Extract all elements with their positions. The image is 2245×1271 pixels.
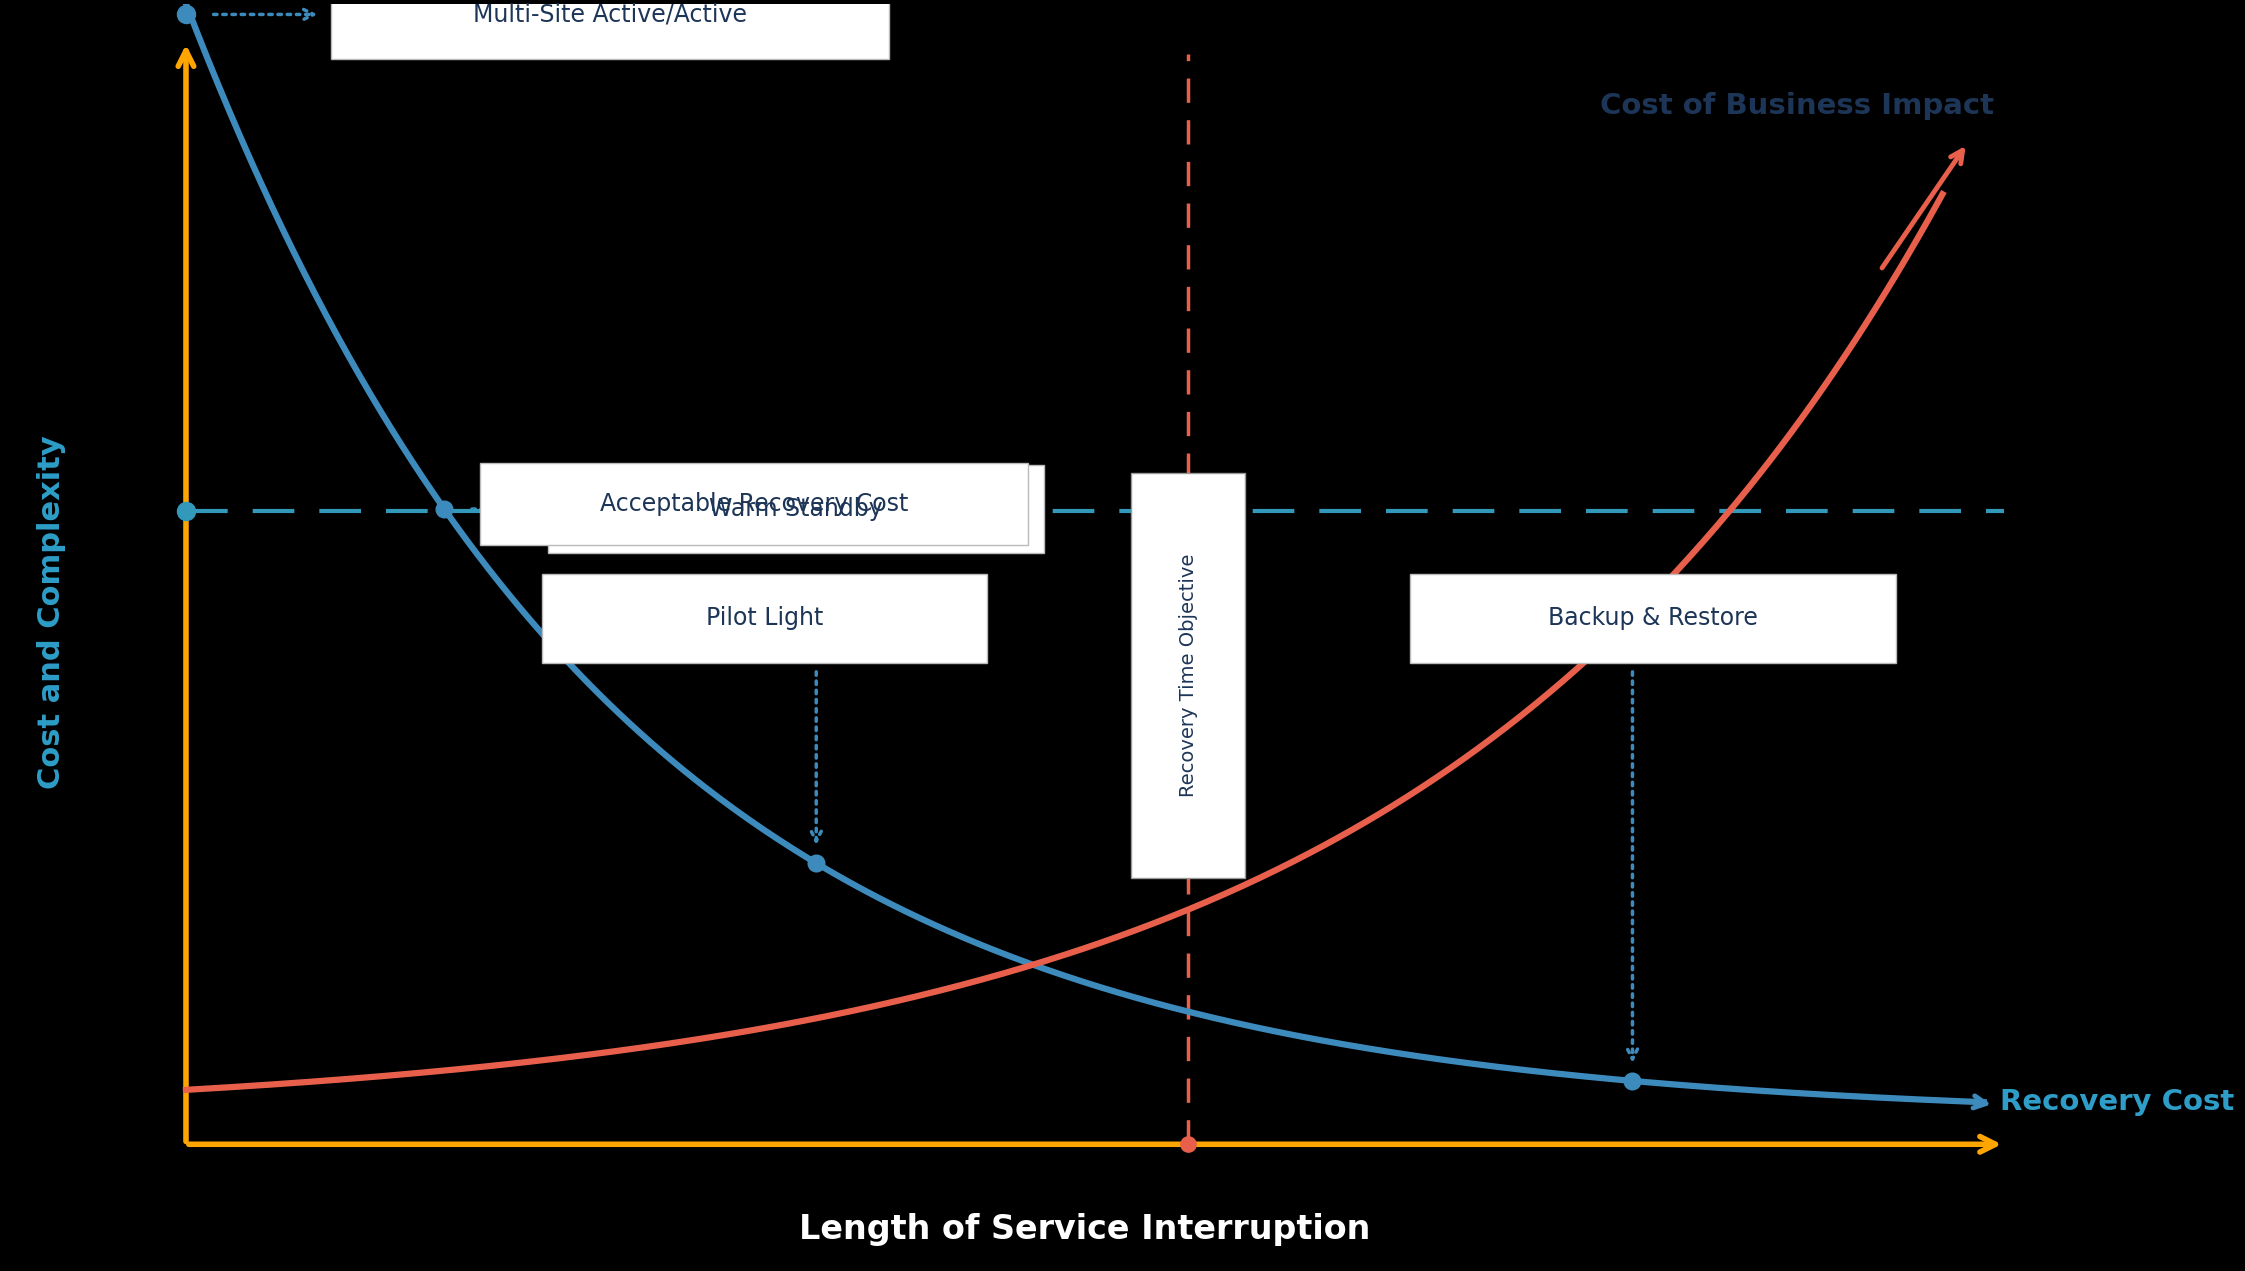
Text: Cost and Complexity: Cost and Complexity <box>38 435 65 789</box>
Text: Length of Service Interruption: Length of Service Interruption <box>799 1213 1369 1246</box>
Text: Backup & Restore: Backup & Restore <box>1549 606 1758 630</box>
Text: Acceptable Recovery Cost: Acceptable Recovery Cost <box>599 492 909 516</box>
FancyBboxPatch shape <box>1131 473 1246 878</box>
Text: Multi-Site Active/Active: Multi-Site Active/Active <box>474 3 748 27</box>
FancyBboxPatch shape <box>548 465 1044 553</box>
FancyBboxPatch shape <box>1410 574 1897 662</box>
Text: Pilot Light: Pilot Light <box>705 606 824 630</box>
FancyBboxPatch shape <box>480 463 1028 545</box>
FancyBboxPatch shape <box>330 0 889 58</box>
Text: Cost of Business Impact: Cost of Business Impact <box>1601 93 1994 121</box>
FancyBboxPatch shape <box>543 574 988 662</box>
Text: Recovery Time Objective: Recovery Time Objective <box>1179 554 1197 797</box>
Text: Recovery Cost: Recovery Cost <box>2000 1088 2234 1116</box>
Text: Warm Standby: Warm Standby <box>709 497 882 521</box>
